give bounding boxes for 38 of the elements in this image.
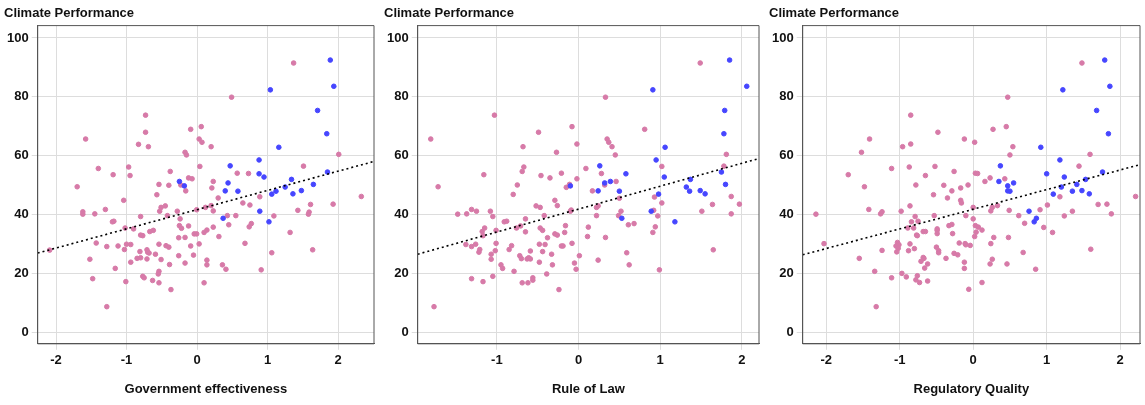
- y-tick-label: 80: [14, 88, 29, 104]
- x-tick-label: 2: [1116, 352, 1124, 368]
- y-tick-label: 0: [21, 324, 29, 340]
- y-tick-label: 100: [6, 29, 29, 45]
- x-tick-label: 2: [334, 352, 342, 368]
- chart-title: Climate Performance: [384, 5, 515, 21]
- x-tick-label: -1: [491, 352, 503, 368]
- y-tick-label: 40: [779, 206, 794, 222]
- x-tick-label: 2: [738, 352, 746, 368]
- x-tick-label: 0: [969, 352, 977, 368]
- x-axis-title: Rule of Law: [551, 380, 626, 396]
- x-tick-label: -1: [893, 352, 906, 368]
- chart-title: Climate Performance: [769, 5, 900, 21]
- y-tick-label: 40: [14, 206, 29, 222]
- x-tick-label: 0: [193, 352, 201, 368]
- x-axis-title: Government effectiveness: [124, 380, 288, 396]
- y-tick-label: 80: [394, 88, 409, 104]
- chart-title: Climate Performance: [4, 5, 135, 21]
- x-tick-label: -1: [120, 352, 133, 368]
- y-tick-label: 20: [14, 265, 29, 281]
- x-tick-label: 0: [574, 352, 583, 368]
- x-tick-label: 1: [263, 352, 272, 368]
- y-tick-label: 100: [771, 29, 794, 45]
- y-tick-label: 100: [386, 29, 409, 45]
- x-tick-label: 1: [656, 352, 664, 368]
- y-tick-label: 40: [394, 206, 409, 222]
- y-tick-label: 20: [779, 265, 794, 281]
- x-tick-label: -2: [50, 352, 62, 368]
- y-tick-label: 0: [786, 324, 794, 340]
- y-tick-label: 80: [779, 88, 794, 104]
- x-axis-title: Regulatory Quality: [913, 380, 1030, 396]
- y-tick-label: 60: [779, 147, 794, 163]
- y-tick-label: 0: [401, 324, 409, 340]
- x-tick-label: 1: [1043, 352, 1051, 368]
- y-tick-label: 20: [394, 265, 409, 281]
- y-tick-label: 60: [394, 147, 409, 163]
- y-tick-label: 60: [14, 147, 29, 163]
- x-tick-label: -2: [820, 352, 832, 368]
